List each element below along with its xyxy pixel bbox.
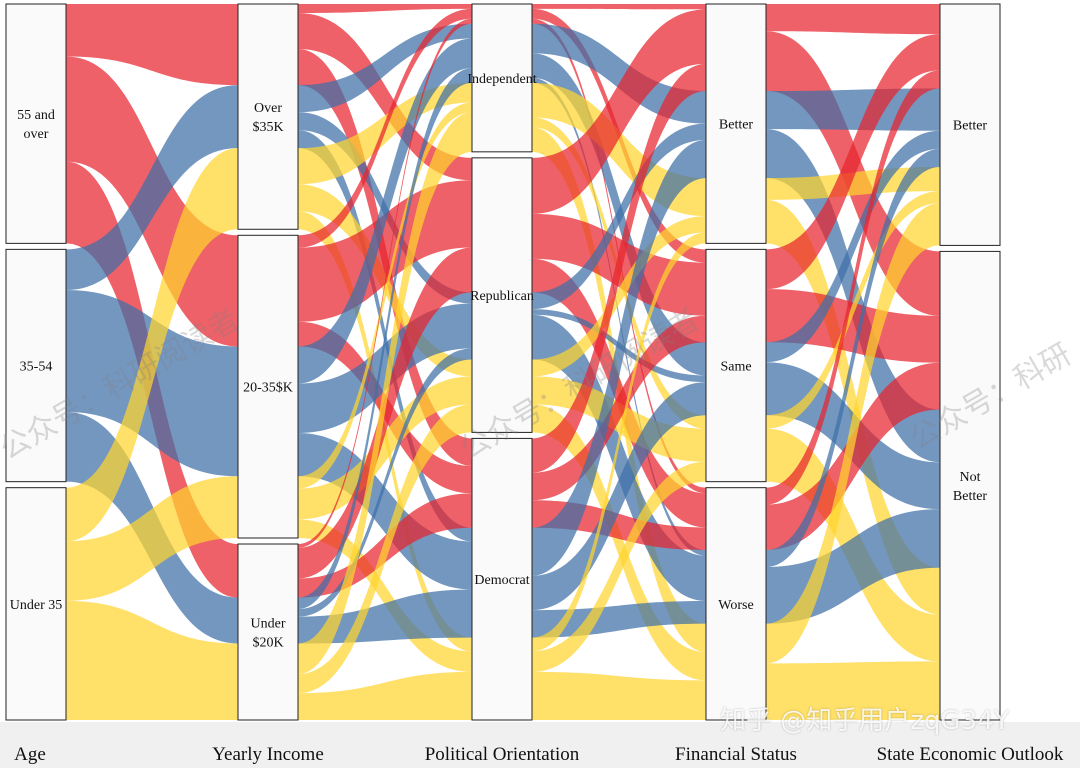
dimension-label: Financial Status bbox=[675, 744, 797, 765]
ribbon-under-35 bbox=[66, 476, 238, 601]
category-box bbox=[5, 487, 67, 721]
axis-label-band bbox=[0, 722, 1080, 768]
ribbon-55-and-over bbox=[532, 315, 706, 501]
ribbon-35-54 bbox=[532, 123, 706, 310]
category-box bbox=[705, 248, 767, 483]
ribbon-under-35 bbox=[532, 461, 706, 672]
ribbon-55-and-over bbox=[532, 258, 706, 528]
ribbon-under-35 bbox=[766, 199, 940, 615]
category-label: Better bbox=[953, 489, 988, 504]
ribbon-55-and-over bbox=[298, 4, 472, 14]
category-box bbox=[705, 3, 767, 244]
ribbon-35-54 bbox=[298, 348, 472, 617]
category-label: Better bbox=[953, 119, 988, 134]
axis-political-orientation: Independent Republican Democrat Political O… bbox=[425, 3, 580, 765]
category-label: Over bbox=[254, 101, 282, 116]
ribbon-under-35 bbox=[66, 600, 238, 720]
category-box bbox=[939, 3, 1001, 246]
ribbon-under-35 bbox=[532, 216, 706, 377]
category-label: Better bbox=[719, 118, 754, 133]
category-box bbox=[471, 157, 533, 433]
ribbon-55-and-over bbox=[298, 247, 472, 579]
category-label: Independent bbox=[467, 72, 536, 87]
dimension-label: Age bbox=[14, 744, 46, 765]
ribbon-55-and-over bbox=[298, 13, 472, 181]
ribbon-35-54 bbox=[532, 382, 706, 611]
ribbon-under-35 bbox=[66, 148, 238, 542]
axis-state-economic-outlook: Better Not Better State Economic Outlook bbox=[877, 3, 1064, 765]
category-box bbox=[705, 487, 767, 721]
category-label: $35K bbox=[252, 120, 283, 135]
ribbon-35-54 bbox=[532, 23, 706, 124]
category-box bbox=[939, 250, 1001, 721]
ribbon-under-35 bbox=[532, 404, 706, 681]
ribbon-under-35 bbox=[532, 232, 706, 652]
ribbons bbox=[66, 4, 940, 720]
ribbon-35-54 bbox=[532, 601, 706, 638]
ribbon-under-35 bbox=[298, 671, 472, 720]
category-box bbox=[471, 3, 533, 153]
ribbon-35-54 bbox=[766, 148, 940, 568]
category-box bbox=[237, 3, 299, 230]
axis-age: 55 and over 35-54 Under 35 Age bbox=[5, 3, 67, 765]
ribbon-55-and-over bbox=[766, 362, 940, 551]
ribbon-35-54 bbox=[66, 85, 238, 291]
ribbon-55-and-over bbox=[298, 180, 472, 322]
category-box bbox=[237, 543, 299, 721]
ribbon-under-35 bbox=[298, 82, 472, 185]
ribbon-55-and-over bbox=[766, 4, 940, 35]
dimension-label: State Economic Outlook bbox=[877, 744, 1064, 765]
category-label: 20-35$K bbox=[243, 381, 293, 396]
category-box bbox=[237, 234, 299, 539]
category-label: $20K bbox=[252, 636, 283, 651]
ribbon-under-35 bbox=[298, 376, 472, 520]
category-box bbox=[5, 3, 67, 244]
ribbon-35-54 bbox=[298, 432, 472, 590]
category-label: over bbox=[24, 127, 49, 142]
ribbon-55-and-over bbox=[766, 34, 940, 290]
category-label: Same bbox=[720, 360, 751, 375]
ribbon-55-and-over bbox=[66, 4, 238, 86]
ribbon-55-and-over bbox=[298, 8, 472, 248]
ribbon-under-35 bbox=[766, 661, 940, 720]
ribbon-55-and-over bbox=[532, 9, 706, 214]
category-box bbox=[5, 248, 67, 483]
category-label: 55 and bbox=[17, 108, 55, 123]
axis-yearly-income: Over $35K 20-35$K Under $20K Yearly Income bbox=[212, 3, 324, 765]
category-box bbox=[471, 437, 533, 721]
ribbon-35-54 bbox=[532, 140, 706, 576]
ribbon-35-54 bbox=[298, 303, 472, 433]
ribbon-35-54 bbox=[298, 23, 472, 113]
category-label: Republican bbox=[470, 289, 534, 304]
ribbon-35-54 bbox=[298, 38, 472, 384]
ribbon-55-and-over bbox=[766, 289, 940, 363]
axis-financial-status: Better Same Worse Financial Status bbox=[675, 3, 797, 765]
ribbon-under-35 bbox=[766, 191, 940, 429]
category-label: Not bbox=[960, 470, 981, 485]
ribbon-under-35 bbox=[532, 671, 706, 720]
category-label: Worse bbox=[718, 598, 753, 613]
category-label: Democrat bbox=[474, 573, 529, 588]
ribbon-35-54 bbox=[298, 68, 472, 610]
ribbon-under-35 bbox=[298, 102, 472, 489]
dimension-label: Yearly Income bbox=[212, 744, 324, 765]
ribbon-35-54 bbox=[532, 314, 706, 602]
ribbon-55-and-over bbox=[532, 4, 706, 10]
ribbon-35-54 bbox=[532, 77, 706, 556]
ribbon-under-35 bbox=[766, 203, 940, 664]
ribbon-under-35 bbox=[298, 519, 472, 672]
ribbon-55-and-over bbox=[298, 18, 472, 548]
category-label: 35-54 bbox=[20, 360, 53, 375]
ribbon-under-35 bbox=[298, 404, 472, 694]
category-label: Under bbox=[251, 617, 286, 632]
ribbon-55-and-over bbox=[532, 63, 706, 473]
ribbon-35-54 bbox=[766, 130, 940, 363]
ribbon-under-35 bbox=[298, 112, 472, 675]
ribbon-55-and-over bbox=[766, 70, 940, 505]
dimension-label: Political Orientation bbox=[425, 744, 580, 765]
category-label: Under 35 bbox=[10, 598, 63, 613]
ribbon-35-54 bbox=[298, 589, 472, 644]
